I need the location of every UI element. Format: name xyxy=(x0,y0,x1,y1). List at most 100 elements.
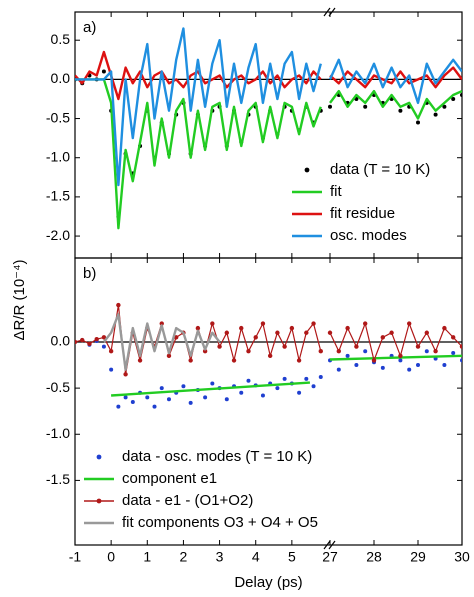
series-line xyxy=(102,313,221,371)
data-point xyxy=(415,344,421,349)
data-point xyxy=(318,349,323,354)
data-point xyxy=(354,344,359,349)
data-point xyxy=(188,358,193,363)
x-tick-label: 5 xyxy=(288,549,296,565)
data-point xyxy=(75,339,78,345)
data-point xyxy=(101,335,107,340)
y-tick-label: -1.0 xyxy=(46,425,70,441)
x-tick-label: 3 xyxy=(216,549,224,565)
data-point xyxy=(260,321,266,326)
data-point xyxy=(327,330,333,335)
data-point xyxy=(123,372,128,377)
data-point xyxy=(80,337,85,343)
data-point xyxy=(231,358,237,363)
y-tick-label: 0.5 xyxy=(51,31,71,47)
data-point xyxy=(108,349,114,354)
plot-area xyxy=(75,302,462,409)
data-point xyxy=(210,321,215,326)
data-point xyxy=(101,344,106,349)
data-point xyxy=(318,375,323,380)
data-point xyxy=(116,404,121,409)
series-line xyxy=(75,27,322,187)
data-point xyxy=(166,397,171,402)
data-point xyxy=(210,381,215,386)
data-point xyxy=(101,69,106,74)
data-point xyxy=(282,344,287,349)
series-line xyxy=(75,50,322,101)
series-line xyxy=(329,89,462,120)
data-point xyxy=(442,363,447,368)
data-point xyxy=(371,358,377,363)
data-point xyxy=(363,349,368,354)
data-point xyxy=(442,104,447,109)
legend-label: data (T = 10 K) xyxy=(330,161,430,178)
legend-label: data - osc. modes (T = 10 K) xyxy=(122,448,312,465)
x-tick-label: 29 xyxy=(410,549,426,565)
data-point xyxy=(424,349,429,354)
y-tick-label: 0.0 xyxy=(51,70,71,86)
series-line xyxy=(111,381,310,397)
data-point xyxy=(442,325,447,331)
data-point xyxy=(195,325,201,331)
data-point xyxy=(246,378,251,383)
y-tick-label: 0.0 xyxy=(51,333,71,349)
data-point xyxy=(239,390,244,395)
panel-label: a) xyxy=(83,19,96,36)
data-point xyxy=(297,390,302,395)
legend-label: osc. modes xyxy=(330,227,407,244)
data-point xyxy=(159,321,164,326)
x-tick-label: -1 xyxy=(69,549,82,565)
series-line xyxy=(328,58,462,105)
data-point xyxy=(275,386,280,391)
data-point xyxy=(459,344,462,349)
data-point xyxy=(336,349,341,354)
data-point xyxy=(407,321,412,326)
data-point xyxy=(304,330,309,335)
data-point xyxy=(152,404,157,409)
data-point xyxy=(282,376,287,381)
data-point xyxy=(336,367,341,372)
legend-swatch xyxy=(96,498,102,504)
plot-area xyxy=(75,27,462,230)
data-point xyxy=(407,367,412,372)
data-point xyxy=(363,321,368,326)
data-point xyxy=(123,395,128,400)
data-point xyxy=(311,384,316,389)
series-line xyxy=(75,78,322,230)
data-point xyxy=(174,335,179,340)
legend-label: data - e1 - (O1+O2) xyxy=(122,492,253,509)
data-point xyxy=(109,367,114,372)
data-point xyxy=(246,349,251,354)
data-point xyxy=(224,330,229,335)
data-point xyxy=(304,376,309,381)
data-point xyxy=(328,104,332,109)
data-point xyxy=(398,108,403,113)
data-point xyxy=(380,335,385,340)
data-point xyxy=(416,120,420,125)
data-point xyxy=(203,395,208,400)
x-tick-label: 28 xyxy=(366,549,382,565)
legend-label: fit xyxy=(330,183,343,200)
data-point xyxy=(460,93,462,98)
data-point xyxy=(181,384,186,389)
data-point xyxy=(345,353,350,358)
y-axis-label: ΔR/R (10⁻⁴) xyxy=(11,259,28,340)
data-point xyxy=(159,386,164,391)
data-point xyxy=(451,335,456,340)
plot-frame xyxy=(74,257,463,546)
data-point xyxy=(354,363,359,368)
x-tick-label: 4 xyxy=(252,549,260,565)
data-point xyxy=(239,325,244,331)
data-point xyxy=(460,358,462,363)
data-point xyxy=(389,330,394,335)
data-point xyxy=(398,358,403,363)
panel-label: b) xyxy=(83,265,96,282)
data-point xyxy=(424,330,429,335)
data-point xyxy=(380,365,385,370)
data-point xyxy=(224,397,229,402)
data-point xyxy=(451,351,456,356)
data-point xyxy=(166,353,172,359)
series-line xyxy=(329,322,462,361)
y-tick-label: -1.5 xyxy=(46,188,70,204)
